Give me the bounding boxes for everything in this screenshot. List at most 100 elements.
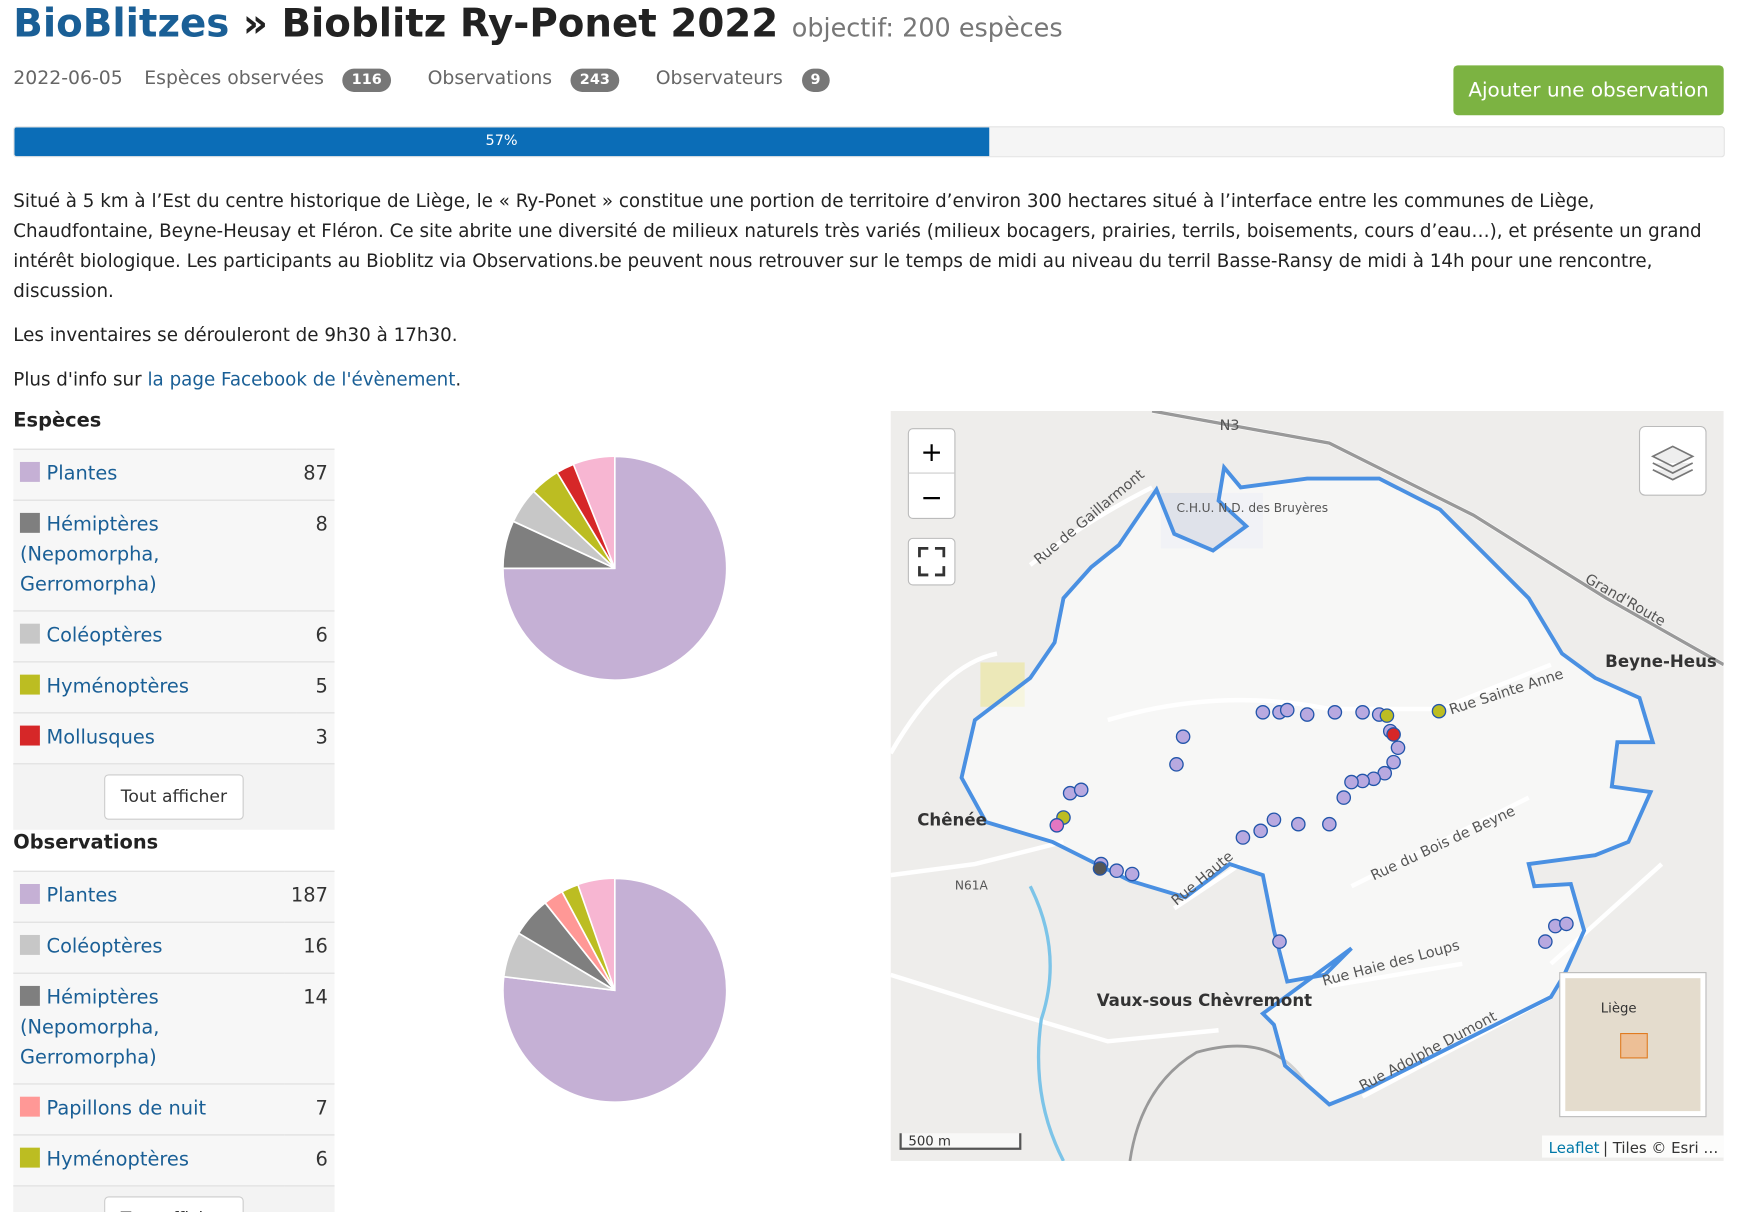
paragraph: Plus d'info sur la page Facebook de l'év… <box>13 364 1708 394</box>
category-link[interactable]: Hémiptères (Nepomorpha, Gerromorpha) <box>19 987 160 1070</box>
section-title: Observations <box>13 831 159 855</box>
table-row: Hémiptères (Nepomorpha, Gerromorpha) 14 <box>13 972 335 1084</box>
table-row: Coléoptères 6 <box>13 610 335 662</box>
count-cell: 87 <box>296 448 335 501</box>
bioblitz-boundary <box>959 462 1656 1107</box>
category-link[interactable]: Plantes <box>46 463 118 486</box>
species-table: Plantes 87 Hémiptères (Nepomorpha, Gerromo… <box>13 448 335 830</box>
count-cell: 7 <box>284 1083 335 1135</box>
add-button[interactable]: Ajouter une observation <box>1453 65 1724 116</box>
map-label: Vaux-sous Chèvremont <box>1097 991 1312 1010</box>
color-swatch <box>19 623 40 644</box>
name-cell: Plantes <box>13 870 285 923</box>
facebook-link[interactable]: la page Facebook de l'évènement <box>147 368 456 390</box>
color-swatch <box>19 512 40 533</box>
page-title: Bioblitz Ry-Ponet 2022 <box>281 2 779 47</box>
button-cell: Tout afficher <box>13 1185 335 1212</box>
color-swatch <box>19 1096 40 1117</box>
show-all-button[interactable]: Tout afficher <box>104 774 244 820</box>
map-label: C.H.U. N.D. des Bruyères <box>1176 501 1328 515</box>
name-cell: Hémiptères (Nepomorpha, Gerromorpha) <box>13 499 297 611</box>
fullscreen-icon <box>918 546 946 577</box>
name-cell: Hyménoptères <box>13 661 297 713</box>
button-row: Tout afficher <box>13 763 335 830</box>
name-cell: Coléoptères <box>13 610 297 662</box>
observations-table: Plantes 187 Coléoptères 16 Hémiptères (Nepom… <box>13 870 335 1212</box>
badge: 9 <box>801 68 830 92</box>
count-cell: 8 <box>296 499 335 611</box>
breadcrumb-link[interactable]: BioBlitzes <box>13 2 230 47</box>
category-link[interactable]: Plantes <box>46 885 118 908</box>
fullscreen-button[interactable] <box>907 537 956 586</box>
color-swatch <box>19 725 40 746</box>
name-cell: Papillons de nuit <box>13 1083 285 1135</box>
pie-slice <box>560 883 616 991</box>
name-cell: Coléoptères <box>13 921 285 974</box>
progress-fill: 57% <box>14 127 989 157</box>
badge: 243 <box>570 68 619 92</box>
map-label: Chênée <box>917 810 987 829</box>
table-row: Coléoptères 16 <box>13 921 335 974</box>
stats: 2022-06-05 Espèces observées 116 Observat… <box>13 68 860 92</box>
table-row: Hyménoptères 5 <box>13 661 335 713</box>
river <box>1028 885 1065 1161</box>
color-swatch <box>19 674 40 695</box>
table-row: Plantes 187 <box>13 870 335 923</box>
paragraph: Situé à 5 km à l’Est du centre historiqu… <box>13 190 1702 302</box>
badge: 116 <box>342 68 391 92</box>
paragraph: Les inventaires se dérouleront de 9h30 à… <box>13 324 458 346</box>
progress-bar: 57% <box>13 126 1725 158</box>
map-label: N3 <box>1220 418 1240 434</box>
category-link[interactable]: Hyménoptères <box>46 675 189 698</box>
pie-slice <box>555 463 616 569</box>
show-all-button[interactable]: Tout afficher <box>104 1196 244 1212</box>
species-label: Espèces observées <box>144 67 324 90</box>
count-cell: 5 <box>296 661 335 713</box>
category-link[interactable]: Coléoptères <box>46 936 163 959</box>
count-cell: 3 <box>296 712 335 764</box>
name-cell: Hémiptères (Nepomorpha, Gerromorpha) <box>13 972 285 1084</box>
category-link[interactable]: Coléoptères <box>46 624 163 647</box>
table-row: Hyménoptères 6 <box>13 1134 335 1186</box>
button-cell: Tout afficher <box>13 763 335 830</box>
button-row: Tout afficher <box>13 1185 335 1212</box>
map[interactable]: N3 C.H.U. N.D. des Bruyères Rue de Gaill… <box>890 410 1724 1161</box>
attribution: | Tiles © Esri … <box>1603 1139 1718 1157</box>
text: Plus d'info sur <box>13 368 142 390</box>
observations-pie <box>502 877 728 1104</box>
name-cell: Mollusques <box>13 712 297 764</box>
color-swatch <box>19 884 40 904</box>
scale-bar <box>899 1133 1022 1150</box>
color-swatch <box>19 461 40 482</box>
section-title: Espèces <box>13 409 102 433</box>
attribution-link[interactable]: Leaflet <box>1549 1139 1600 1157</box>
color-swatch <box>19 934 40 955</box>
count-cell: 187 <box>284 870 335 923</box>
zoom-in[interactable]: + <box>921 437 943 468</box>
count-cell: 6 <box>284 1134 335 1186</box>
title: BioBlitzes » Bioblitz Ry-Ponet 2022 obje… <box>13 2 1062 46</box>
category-link[interactable]: Hyménoptères <box>46 1148 189 1171</box>
category-link[interactable]: Papillons de nuit <box>46 1097 207 1120</box>
attribution-box <box>1542 1135 1724 1158</box>
observers-label: Observateurs <box>655 67 783 90</box>
count-cell: 16 <box>284 921 335 974</box>
category-link[interactable]: Mollusques <box>46 726 155 749</box>
species-pie <box>502 455 728 682</box>
description: Situé à 5 km à l’Est du centre historiqu… <box>13 186 1708 409</box>
goal: objectif: 200 espèces <box>791 14 1063 44</box>
minimap-extent <box>1620 1033 1648 1059</box>
map-label: Beyne-Heus <box>1605 652 1717 671</box>
separator: » <box>242 2 268 47</box>
map-label: N61A <box>955 879 989 893</box>
table-row: Mollusques 3 <box>13 712 335 764</box>
text: . <box>455 368 462 390</box>
name-cell: Plantes <box>13 448 297 501</box>
category-link[interactable]: Hémiptères (Nepomorpha, Gerromorpha) <box>19 514 160 596</box>
table-row: Papillons de nuit 7 <box>13 1083 335 1135</box>
zoom-out[interactable]: − <box>921 482 943 513</box>
main-road <box>1151 410 1724 667</box>
